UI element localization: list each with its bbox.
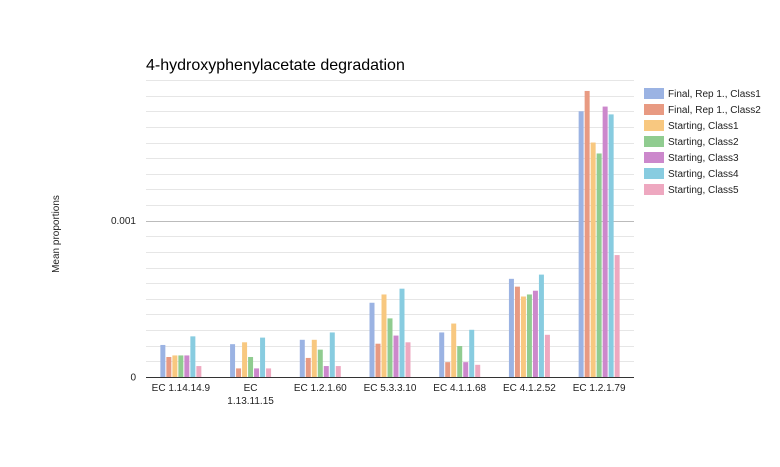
bar (399, 288, 405, 377)
bar (335, 366, 341, 377)
bar (299, 339, 305, 377)
bar (369, 302, 375, 377)
bar (520, 296, 526, 377)
x-tick-label: EC 1.2.1.60 (294, 383, 347, 394)
bar (475, 364, 481, 377)
bar (387, 318, 393, 377)
bar (305, 357, 311, 377)
bar (196, 366, 202, 377)
bar (236, 368, 242, 377)
bar (166, 356, 172, 377)
bar (323, 366, 329, 377)
bar (254, 368, 260, 377)
bar (602, 106, 608, 378)
bar (544, 334, 550, 377)
bar (508, 278, 514, 377)
bar (190, 336, 196, 377)
bar (248, 356, 254, 377)
legend-swatch (644, 168, 664, 179)
bar (526, 294, 532, 377)
bar (184, 355, 190, 377)
bar (614, 255, 620, 377)
x-tick-label: EC 1.2.1.79 (573, 383, 626, 394)
x-tick-label: EC 1.14.14.9 (152, 383, 211, 394)
bar (178, 355, 184, 377)
bar (439, 332, 445, 377)
legend-label: Starting, Class1 (668, 121, 739, 132)
x-tick-label: EC 1.13.11.15 (227, 383, 274, 407)
y-tick-label: 0.001 (111, 216, 136, 227)
y-tick-label: 0 (130, 373, 136, 384)
bar (445, 362, 451, 377)
bar (596, 153, 602, 377)
legend-swatch (644, 184, 664, 195)
bar (172, 355, 178, 377)
y-axis-label: Mean proportions (51, 195, 62, 273)
legend-swatch (644, 136, 664, 147)
legend-swatch (644, 104, 664, 115)
bar (590, 142, 596, 377)
bar (514, 286, 520, 377)
x-tick-label: EC 4.1.2.52 (503, 383, 556, 394)
bar (457, 346, 463, 377)
bar (317, 349, 323, 377)
bar (451, 323, 457, 377)
bar (381, 294, 387, 377)
x-tick-label: EC 4.1.1.68 (433, 383, 486, 394)
legend-label: Final, Rep 1., Class2 (668, 105, 761, 116)
bar (469, 329, 475, 377)
bar (608, 114, 614, 378)
bar (532, 290, 538, 377)
chart-title: 4-hydroxyphenylacetate degradation (146, 57, 405, 74)
x-tick-labels: EC 1.14.14.9 EC 1.13.11.15 EC 1.2.1.60 EC 5.… (152, 383, 626, 407)
bar (578, 111, 584, 378)
legend: Final, Rep 1., Class1 Final, Rep 1., Clas… (644, 88, 761, 196)
legend-label: Starting, Class2 (668, 137, 739, 148)
bar (463, 362, 469, 377)
bar (393, 335, 399, 377)
legend-label: Final, Rep 1., Class1 (668, 89, 761, 100)
bar (260, 337, 266, 377)
legend-label: Starting, Class5 (668, 185, 739, 196)
bar (538, 274, 544, 377)
gridlines (146, 80, 634, 362)
bar (329, 332, 335, 377)
x-tick-label: EC 5.3.3.10 (364, 383, 417, 394)
bar (230, 344, 236, 377)
bar (375, 343, 381, 377)
legend-swatch (644, 120, 664, 131)
legend-swatch (644, 152, 664, 163)
bar (405, 342, 411, 377)
bar (266, 368, 272, 377)
bar (584, 90, 590, 377)
bar (311, 339, 317, 377)
legend-label: Starting, Class3 (668, 153, 739, 164)
bars (160, 90, 620, 378)
legend-label: Starting, Class4 (668, 169, 739, 180)
bar (242, 342, 248, 377)
y-tick-labels: 0 0.001 (111, 216, 136, 383)
bar (160, 344, 166, 377)
legend-swatch (644, 88, 664, 99)
